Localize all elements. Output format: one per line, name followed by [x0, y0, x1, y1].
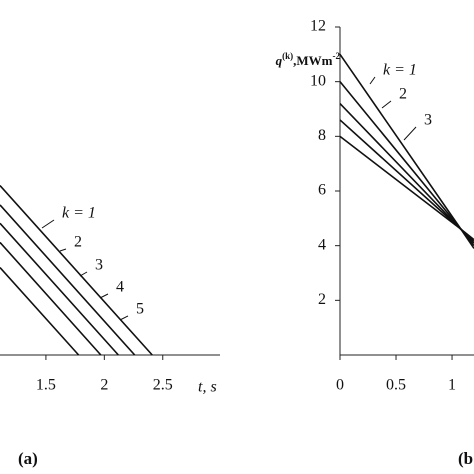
annotation-leader	[119, 315, 129, 321]
series-line	[0, 184, 153, 356]
y-tick-label: 8	[318, 127, 326, 144]
series-line	[0, 222, 119, 356]
x-tick-label: 1.5	[36, 377, 56, 394]
y-tick-label: 12	[310, 18, 326, 35]
annotation-leader	[59, 248, 67, 252]
annotation: k = 1	[62, 205, 96, 222]
series-line	[0, 266, 80, 356]
y-label-unit-sup: -2	[333, 51, 341, 61]
x-tick-label: 1	[448, 377, 456, 394]
annotation: 3	[424, 112, 432, 129]
annotation-leader	[381, 100, 392, 109]
y-tick-label: 2	[318, 291, 326, 308]
y-axis-label: q(k),MWm-2	[276, 51, 341, 68]
y-tick-label: 6	[318, 182, 326, 199]
y-label-unit: ,MWm	[293, 53, 333, 68]
series-line	[0, 241, 102, 356]
x-axis-label: t, s	[198, 379, 217, 396]
y-label-base: q	[276, 53, 283, 68]
y-tick-label: 4	[318, 236, 326, 253]
annotation-leader	[369, 76, 376, 85]
annotation-leader	[79, 271, 88, 277]
annotation: 3	[95, 257, 103, 274]
x-tick-label: 2	[100, 377, 108, 394]
annotation: 2	[74, 234, 82, 251]
annotation: k = 1	[383, 62, 417, 79]
annotation-leader	[99, 293, 109, 299]
annotation: 4	[116, 279, 124, 296]
panel-label: (b	[458, 449, 473, 468]
annotation: 5	[136, 301, 144, 318]
x-tick-label: 0.5	[386, 377, 406, 394]
x-tick-label: 0	[336, 377, 344, 394]
series-line	[339, 135, 474, 241]
x-tick-label: 2.5	[153, 377, 173, 394]
y-tick-label: 10	[310, 72, 326, 89]
panel-label: (a)	[18, 449, 38, 468]
series-line	[0, 204, 136, 356]
annotation: 2	[399, 86, 407, 103]
annotation-leader	[403, 126, 417, 141]
y-label-sup: (k)	[282, 51, 293, 61]
annotation-leader	[41, 219, 55, 229]
